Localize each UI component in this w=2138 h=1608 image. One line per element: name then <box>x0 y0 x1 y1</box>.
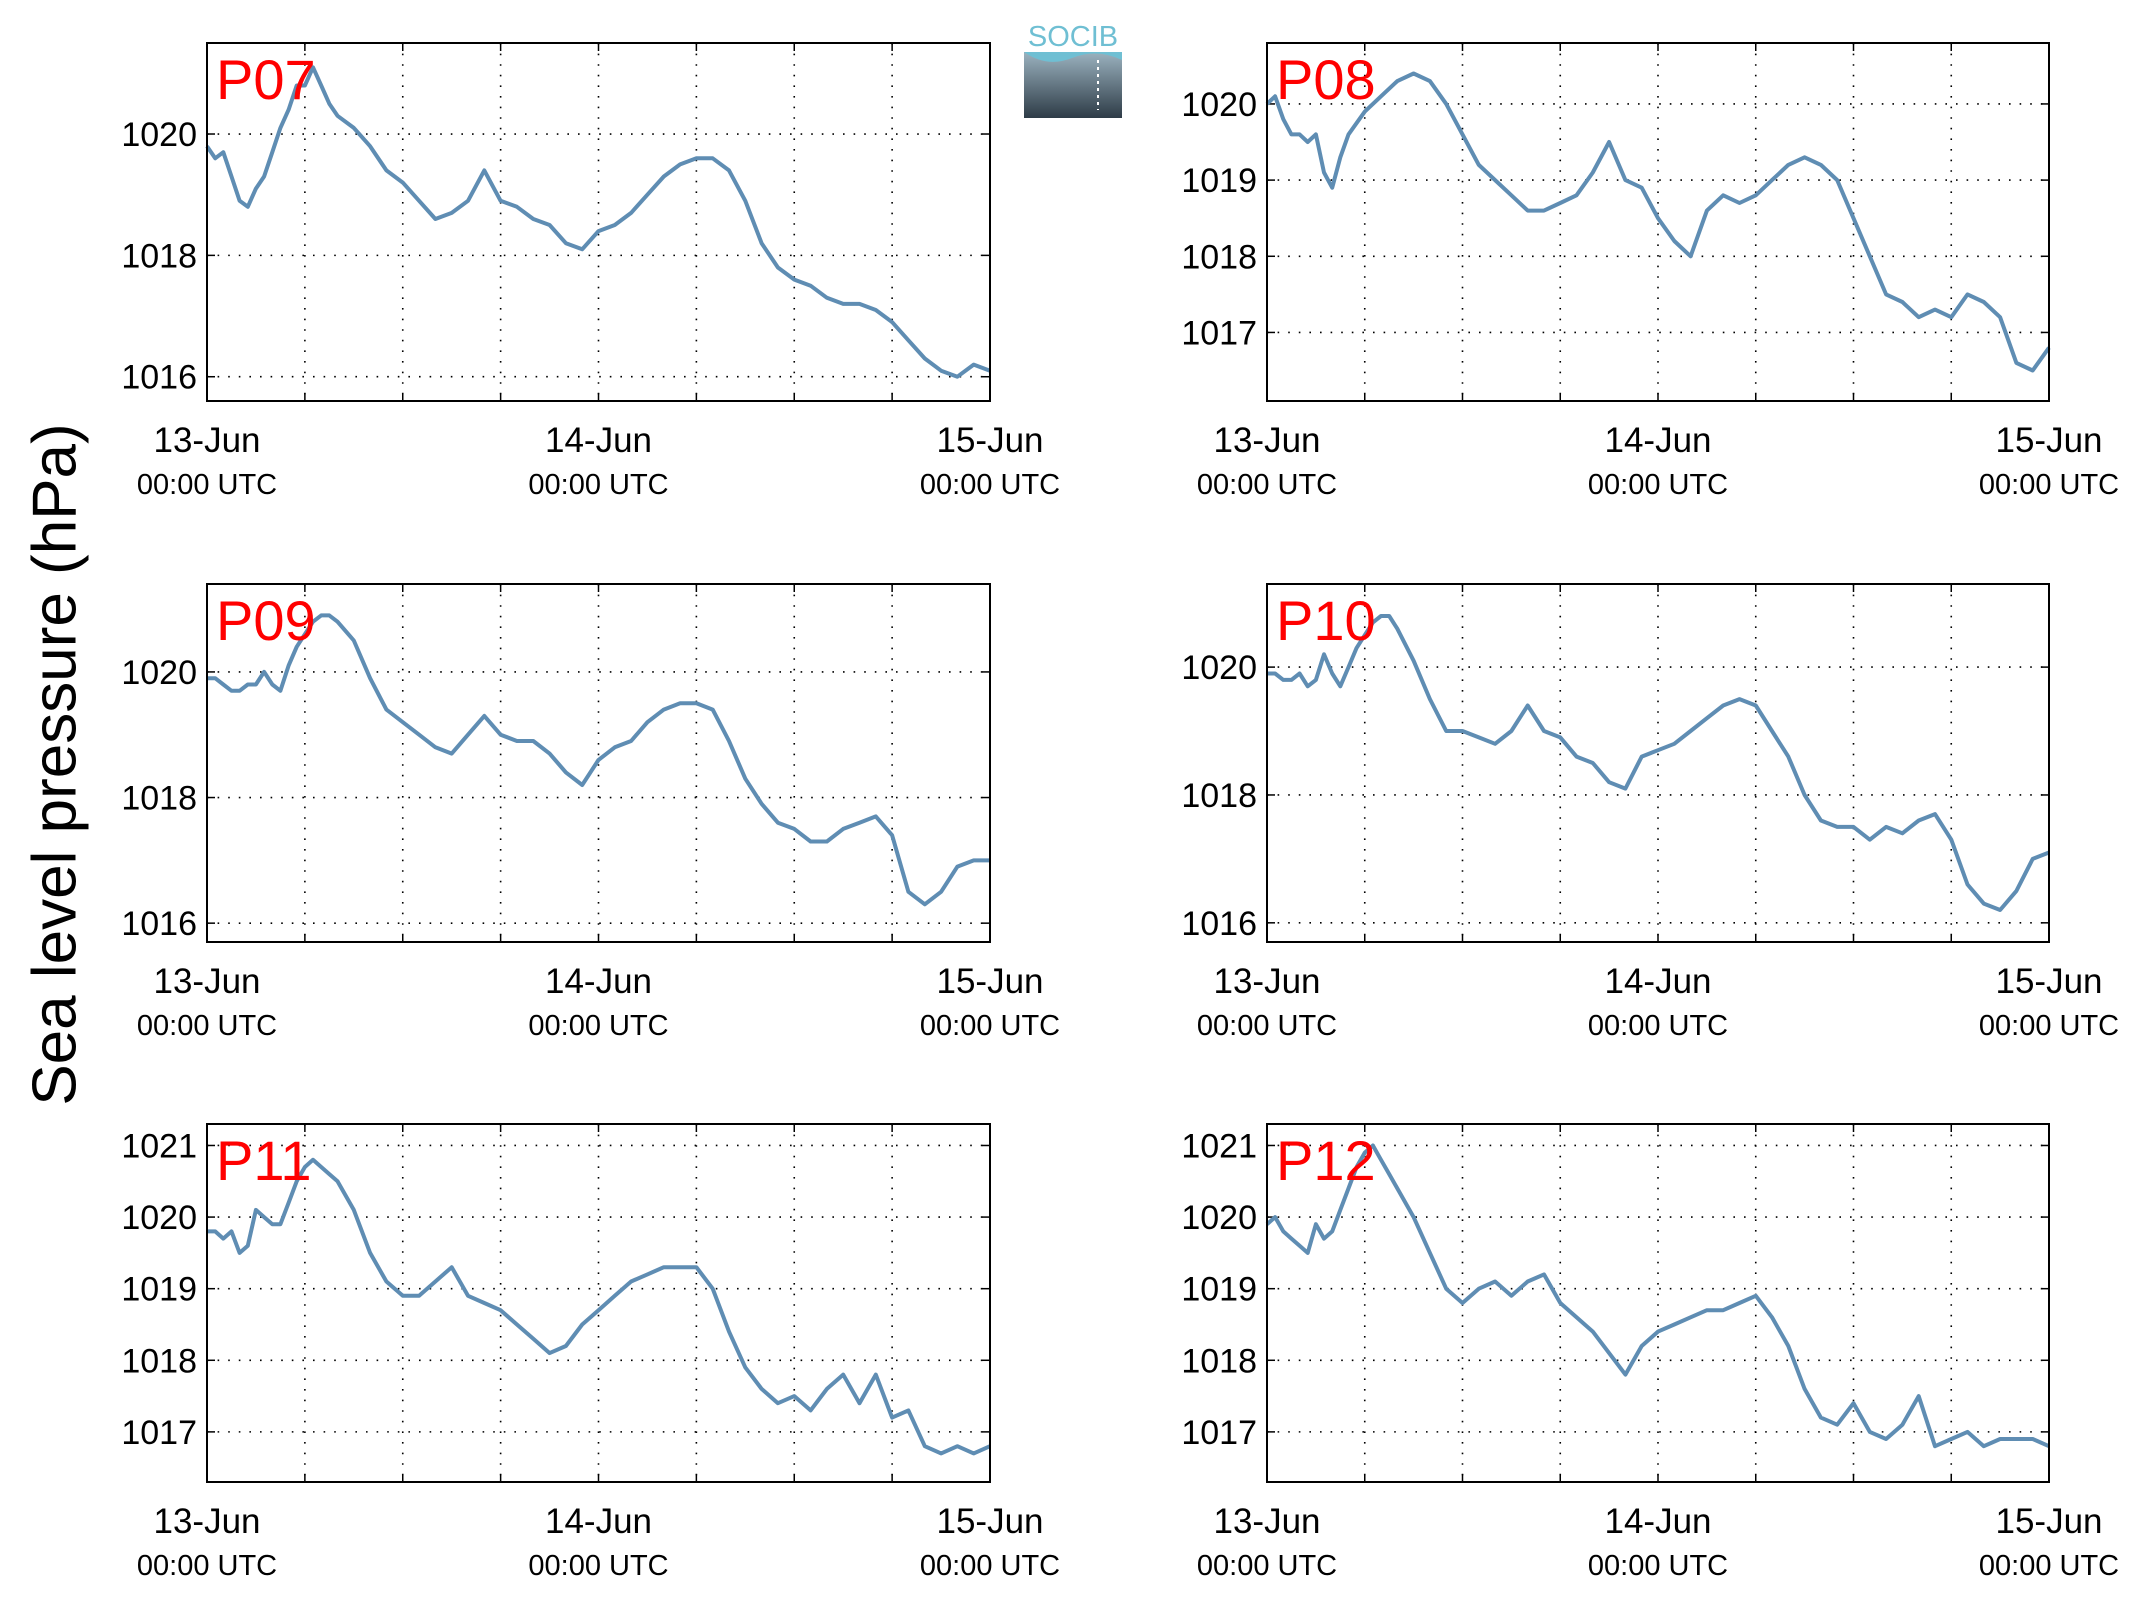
y-tick-label: 1019 <box>121 1271 197 1309</box>
y-tick-label: 1016 <box>121 359 197 397</box>
x-tick-sublabel: 00:00 UTC <box>137 1550 277 1582</box>
y-tick-label: 1018 <box>121 237 197 275</box>
x-tick-label: 14-Jun <box>1604 421 1711 460</box>
panel-p07: 1016 1018 1020 13-Jun 00:00 UTC 14-Jun 00:00 U… <box>121 42 1060 501</box>
y-tick-label: 1017 <box>1181 314 1257 352</box>
logo-text: SOCIB <box>1028 21 1118 53</box>
panel-label: P09 <box>216 589 316 652</box>
x-tick-label: 15-Jun <box>936 962 1043 1001</box>
x-tick-label: 13-Jun <box>153 421 260 460</box>
logo-block <box>1024 52 1122 118</box>
panel-p08: 1017 1018 1019 1020 13-Jun 00:00 UTC 14-Jun 00:… <box>1181 42 2119 501</box>
x-tick-label: 13-Jun <box>153 1502 260 1541</box>
logo-wave <box>1024 52 1122 62</box>
x-tick-sublabel: 00:00 UTC <box>920 469 1060 501</box>
series-line <box>205 65 991 379</box>
x-tick-sublabel: 00:00 UTC <box>920 1010 1060 1042</box>
y-tick-label: 1020 <box>121 1199 197 1237</box>
series-line <box>1267 614 2050 912</box>
panel-label: P11 <box>216 1129 311 1192</box>
plot-frame <box>1266 42 2050 402</box>
y-tick-label: 1018 <box>121 780 197 818</box>
x-tick-label: 13-Jun <box>1213 962 1320 1001</box>
x-tick-sublabel: 00:00 UTC <box>1197 1010 1337 1042</box>
y-tick-label: 1019 <box>1181 1271 1257 1309</box>
x-tick-sublabel: 00:00 UTC <box>920 1550 1060 1582</box>
y-tick-label: 1017 <box>121 1414 197 1452</box>
y-tick-label: 1020 <box>121 654 197 692</box>
panel-p12: 1017 1018 1019 1020 1021 13-Jun 00:00 UTC 14-Ju… <box>1181 1123 2119 1582</box>
y-tick-label: 1018 <box>121 1342 197 1380</box>
x-tick-sublabel: 00:00 UTC <box>528 1550 668 1582</box>
x-tick-label: 13-Jun <box>153 962 260 1001</box>
plot-frame <box>1266 583 2050 943</box>
plot-frame <box>206 583 991 943</box>
x-tick-sublabel: 00:00 UTC <box>1588 1550 1728 1582</box>
y-tick-label: 1019 <box>1181 162 1257 200</box>
series-line <box>207 1157 991 1456</box>
panel-p11: 1017 1018 1019 1020 1021 13-Jun 00:00 UTC 14-Ju… <box>121 1123 1060 1582</box>
x-tick-sublabel: 00:00 UTC <box>528 1010 668 1042</box>
x-tick-label: 13-Jun <box>1213 421 1320 460</box>
y-tick-label: 1016 <box>121 905 197 943</box>
x-tick-label: 14-Jun <box>545 962 652 1001</box>
y-tick-label: 1020 <box>1181 1199 1257 1237</box>
x-tick-sublabel: 00:00 UTC <box>1979 469 2119 501</box>
y-tick-label: 1020 <box>121 116 197 154</box>
x-tick-label: 14-Jun <box>1604 962 1711 1001</box>
y-tick-label: 1020 <box>1181 86 1257 124</box>
series-line <box>1265 1143 2050 1449</box>
y-tick-label: 1018 <box>1181 238 1257 276</box>
socib-logo-graphic: SOCIB <box>1024 21 1122 118</box>
x-tick-label: 15-Jun <box>1995 962 2102 1001</box>
x-tick-label: 15-Jun <box>1995 1502 2102 1541</box>
y-tick-label: 1018 <box>1181 777 1257 815</box>
x-tick-sublabel: 00:00 UTC <box>137 469 277 501</box>
x-tick-sublabel: 00:00 UTC <box>1588 1010 1728 1042</box>
x-tick-sublabel: 00:00 UTC <box>1197 1550 1337 1582</box>
y-tick-label: 1020 <box>1181 649 1257 687</box>
plot-frame <box>206 42 991 402</box>
x-tick-sublabel: 00:00 UTC <box>1979 1010 2119 1042</box>
panel-label: P08 <box>1276 48 1376 111</box>
x-tick-sublabel: 00:00 UTC <box>1588 469 1728 501</box>
panel-p10: 1016 1018 1020 13-Jun 00:00 UTC 14-Jun 00:00 U… <box>1181 583 2119 1042</box>
plot-frame <box>206 1123 991 1483</box>
series-line <box>207 613 990 907</box>
y-tick-label: 1017 <box>1181 1414 1257 1452</box>
panel-label: P10 <box>1276 589 1376 652</box>
plot-frame <box>1266 1123 2050 1483</box>
socib-logo: SOCIB <box>1022 18 1126 120</box>
y-tick-label: 1016 <box>1181 905 1257 943</box>
y-tick-label: 1021 <box>121 1127 197 1165</box>
x-tick-sublabel: 00:00 UTC <box>137 1010 277 1042</box>
x-tick-label: 14-Jun <box>545 421 652 460</box>
panel-label: P07 <box>216 48 316 111</box>
y-tick-label: 1021 <box>1181 1127 1257 1165</box>
x-tick-label: 14-Jun <box>545 1502 652 1541</box>
x-tick-label: 15-Jun <box>1995 421 2102 460</box>
series-line <box>1265 71 2051 373</box>
x-tick-label: 15-Jun <box>936 1502 1043 1541</box>
panel-p09: 1016 1018 1020 13-Jun 00:00 UTC 14-Jun 00:00 U… <box>121 583 1060 1042</box>
x-tick-sublabel: 00:00 UTC <box>528 469 668 501</box>
y-tick-label: 1018 <box>1181 1342 1257 1380</box>
panel-label: P12 <box>1276 1129 1376 1192</box>
x-tick-sublabel: 00:00 UTC <box>1197 469 1337 501</box>
x-tick-label: 13-Jun <box>1213 1502 1320 1541</box>
x-tick-label: 15-Jun <box>936 421 1043 460</box>
x-tick-label: 14-Jun <box>1604 1502 1711 1541</box>
x-tick-sublabel: 00:00 UTC <box>1979 1550 2119 1582</box>
